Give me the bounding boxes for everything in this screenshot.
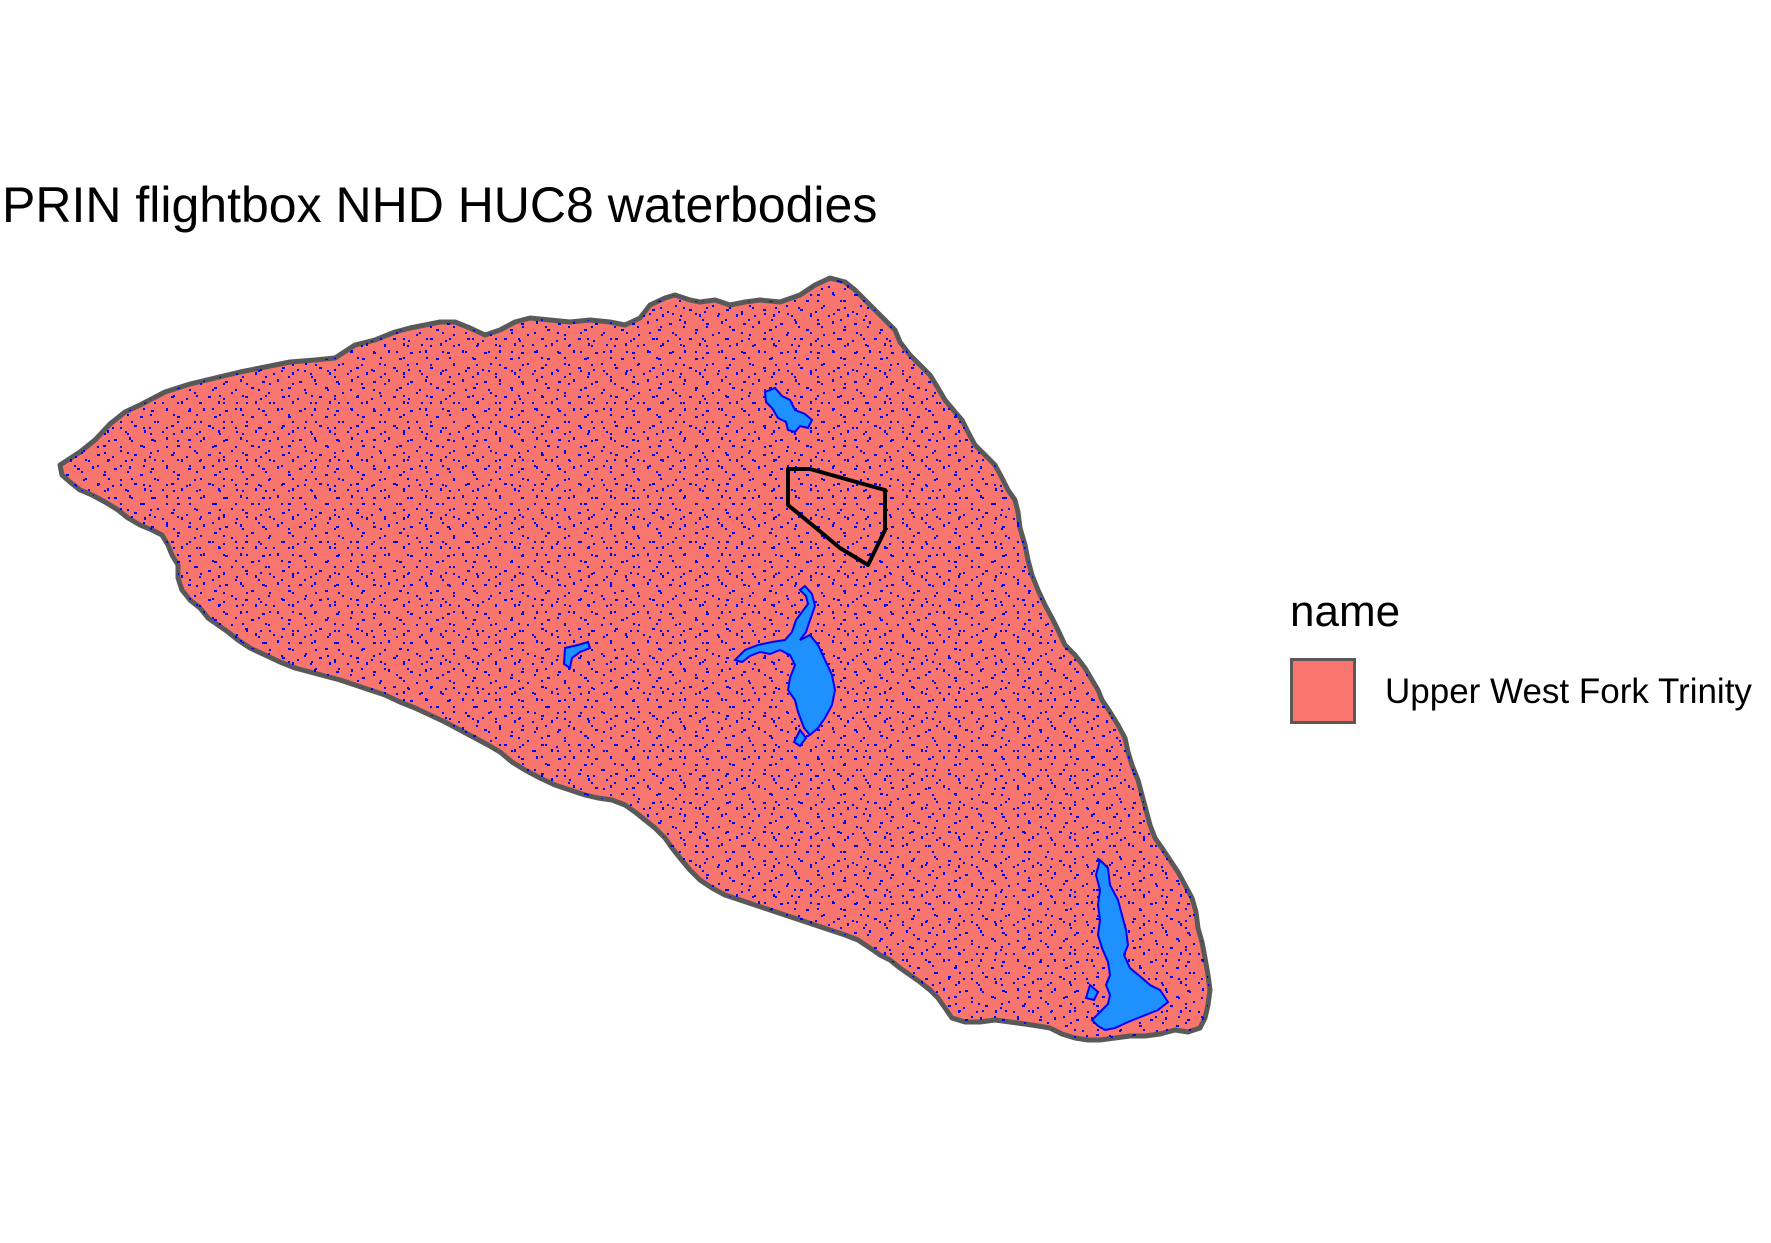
legend: name Upper West Fork Trinity	[1290, 587, 1752, 724]
legend-title: name	[1290, 587, 1401, 636]
legend-key-swatch	[1290, 658, 1356, 724]
northern-lake	[763, 386, 814, 434]
southeastern-inlet	[1084, 983, 1100, 1002]
legend-entry: Upper West Fork Trinity	[1290, 658, 1771, 728]
flightbox-outline	[786, 467, 887, 567]
map-title: PRIN flightbox NHD HUC8 waterbodies	[2, 177, 878, 233]
western-lake	[562, 640, 592, 670]
legend-label: Upper West Fork Trinity	[1385, 672, 1752, 711]
central-reservoir	[733, 584, 837, 737]
southeastern-reservoir	[1090, 858, 1170, 1032]
large-waterbodies	[562, 386, 1170, 1032]
central-reservoir-south	[792, 728, 808, 748]
small-waterbodies	[60, 278, 1210, 1040]
